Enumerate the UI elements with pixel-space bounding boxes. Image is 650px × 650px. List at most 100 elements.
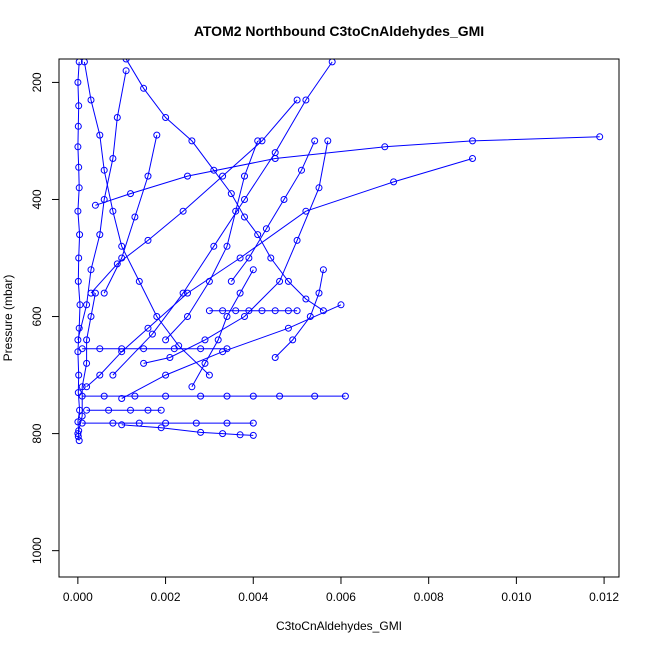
- data-point: [74, 277, 82, 285]
- data-point: [254, 137, 262, 145]
- series-7: [74, 67, 130, 344]
- series-line: [77, 293, 96, 434]
- data-point: [219, 348, 227, 356]
- x-tick-label: 0.004: [238, 590, 268, 604]
- data-point: [596, 133, 604, 141]
- data-point: [75, 163, 83, 171]
- series-line: [86, 158, 473, 388]
- data-point: [284, 324, 292, 332]
- data-point: [197, 392, 205, 400]
- data-point: [276, 277, 284, 285]
- data-point: [144, 324, 152, 332]
- data-point: [87, 289, 95, 297]
- data-point: [109, 419, 117, 427]
- data-point: [241, 172, 248, 180]
- data-point: [284, 277, 292, 285]
- data-point: [319, 266, 327, 274]
- data-point: [205, 277, 213, 285]
- data-point: [258, 307, 266, 315]
- x-tick-label: 0.008: [414, 590, 444, 604]
- data-point: [184, 172, 191, 180]
- data-point: [109, 371, 117, 379]
- series-line: [77, 61, 81, 441]
- data-point: [144, 172, 152, 180]
- data-point: [109, 155, 117, 162]
- series-20: [271, 266, 327, 361]
- y-tick-label: 1000: [30, 537, 44, 564]
- data-point: [262, 225, 270, 233]
- data-point: [105, 406, 113, 414]
- data-point: [302, 96, 310, 104]
- series-line: [121, 304, 342, 399]
- series-1: [74, 59, 84, 445]
- data-point: [83, 301, 91, 309]
- data-point: [100, 289, 108, 297]
- data-point: [127, 190, 134, 198]
- data-point: [249, 266, 257, 274]
- series-11: [83, 406, 165, 414]
- data-point: [315, 289, 323, 297]
- data-point: [75, 184, 83, 192]
- data-point: [219, 307, 227, 315]
- data-point: [188, 383, 196, 391]
- data-point: [241, 196, 248, 203]
- series-15: [162, 137, 262, 344]
- series-22: [227, 137, 319, 285]
- data-point: [100, 166, 108, 174]
- data-point: [223, 313, 231, 320]
- data-point: [74, 143, 82, 151]
- data-point: [75, 324, 83, 332]
- data-point: [170, 345, 178, 353]
- data-point: [87, 96, 95, 104]
- data-point: [276, 392, 284, 400]
- data-point: [83, 359, 91, 367]
- data-point: [87, 266, 95, 274]
- data-point: [83, 336, 91, 344]
- data-point: [127, 406, 134, 414]
- data-point: [302, 295, 310, 303]
- x-tick-label: 0.002: [151, 590, 181, 604]
- data-point: [241, 313, 248, 320]
- data-point: [227, 277, 235, 285]
- data-point: [223, 242, 231, 250]
- data-point: [223, 419, 231, 427]
- data-point: [118, 242, 126, 250]
- data-point: [236, 431, 244, 439]
- y-tick-label: 400: [30, 189, 44, 209]
- data-point: [140, 84, 148, 92]
- data-point: [254, 231, 262, 239]
- data-point: [74, 389, 82, 397]
- data-point: [135, 277, 143, 285]
- data-point: [298, 166, 305, 174]
- data-point: [75, 437, 83, 445]
- data-point: [162, 392, 170, 400]
- series-line: [143, 140, 329, 364]
- data-point: [76, 231, 84, 239]
- data-point: [267, 254, 275, 262]
- x-tick-label: 0.006: [326, 590, 356, 604]
- data-point: [205, 371, 213, 379]
- series-line: [165, 140, 259, 341]
- data-point: [184, 313, 191, 320]
- series-14: [140, 137, 332, 367]
- series-6: [109, 59, 336, 379]
- series-12: [78, 419, 257, 427]
- series-17: [100, 131, 161, 297]
- data-point: [100, 196, 108, 203]
- data-point: [118, 421, 126, 429]
- data-point: [311, 137, 319, 145]
- data-point: [118, 254, 126, 262]
- data-point: [249, 419, 257, 427]
- data-point: [192, 419, 200, 427]
- data-point: [122, 59, 130, 63]
- data-point: [271, 354, 279, 361]
- data-point: [100, 392, 108, 400]
- data-point: [232, 307, 240, 315]
- series-16: [87, 96, 301, 297]
- data-point: [83, 406, 91, 414]
- data-point: [179, 289, 187, 297]
- series-line: [125, 59, 324, 312]
- data-point: [162, 419, 170, 427]
- data-point: [75, 102, 83, 110]
- series-19: [74, 289, 99, 438]
